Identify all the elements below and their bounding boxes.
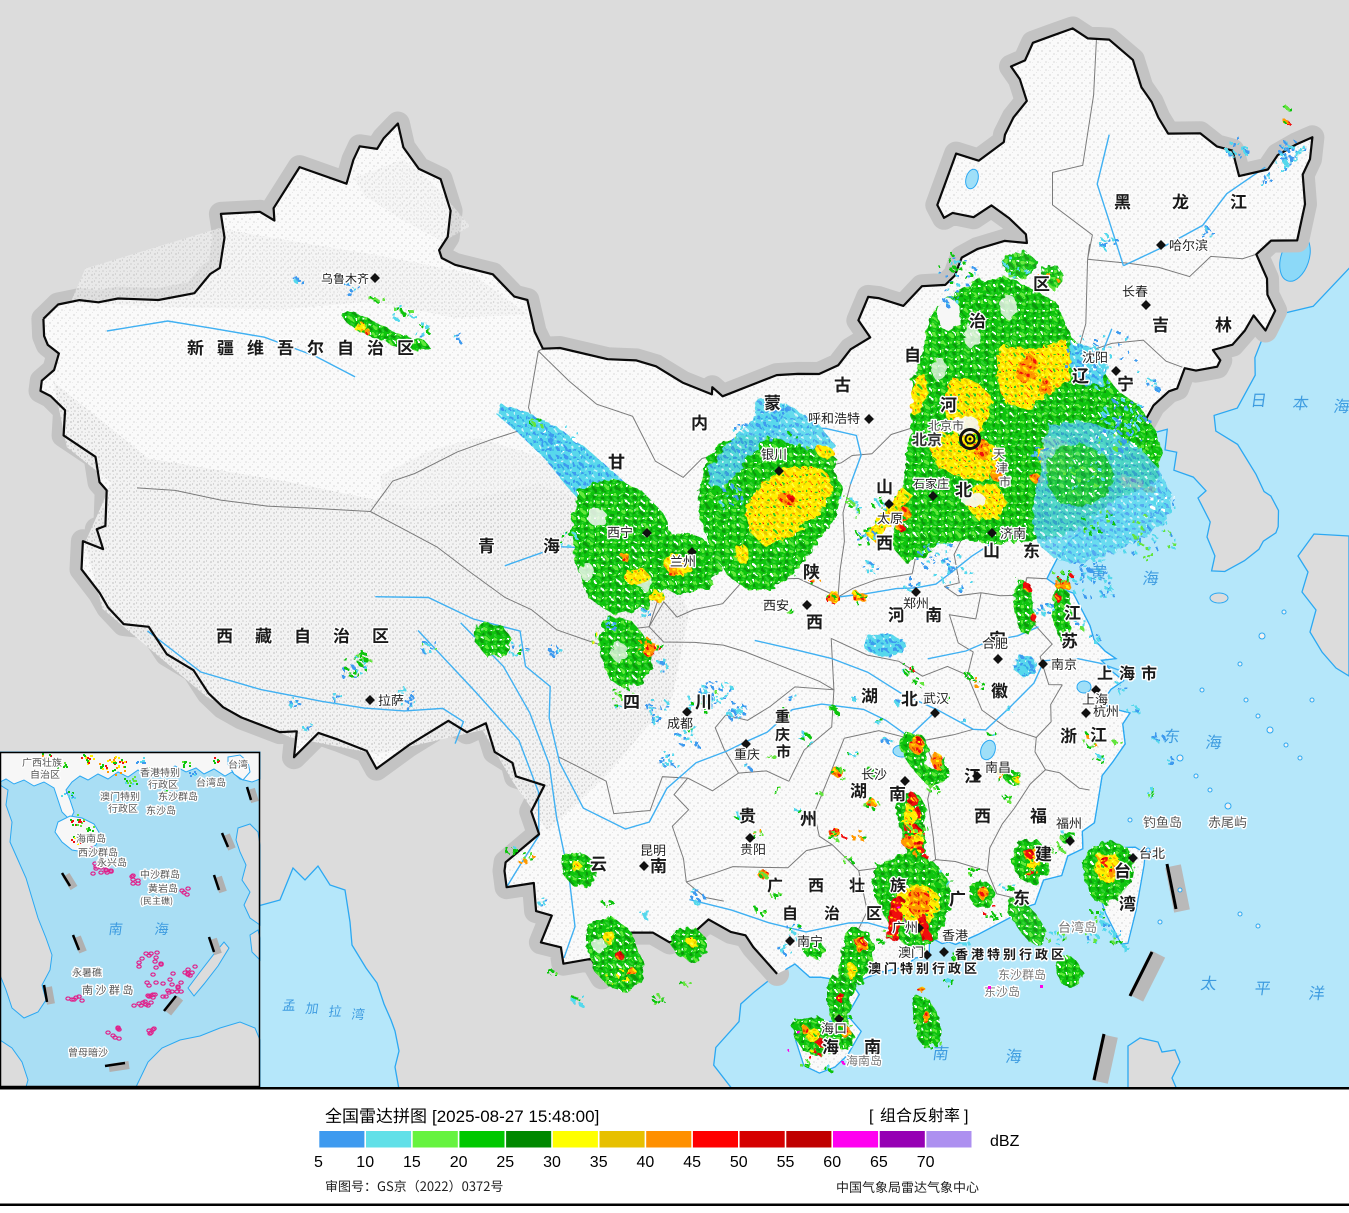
svg-text:30: 30: [543, 1154, 561, 1171]
svg-text:10: 10: [356, 1154, 374, 1171]
svg-text:35: 35: [590, 1154, 608, 1171]
svg-text:20: 20: [450, 1154, 468, 1171]
svg-text:45: 45: [683, 1154, 701, 1171]
svg-text:25: 25: [496, 1154, 514, 1171]
svg-text:]: ]: [964, 1108, 968, 1125]
svg-text:70: 70: [917, 1154, 935, 1171]
svg-text:40: 40: [637, 1154, 655, 1171]
svg-text:15: 15: [403, 1154, 421, 1171]
svg-text:dBZ: dBZ: [990, 1133, 1020, 1150]
svg-text:55: 55: [777, 1154, 795, 1171]
svg-text:[: [: [869, 1108, 874, 1125]
svg-text:60: 60: [823, 1154, 841, 1171]
svg-text:50: 50: [730, 1154, 748, 1171]
svg-text:[2025-08-27 15:48:00]: [2025-08-27 15:48:00]: [432, 1107, 599, 1126]
svg-text:5: 5: [314, 1154, 323, 1171]
svg-text:65: 65: [870, 1154, 888, 1171]
